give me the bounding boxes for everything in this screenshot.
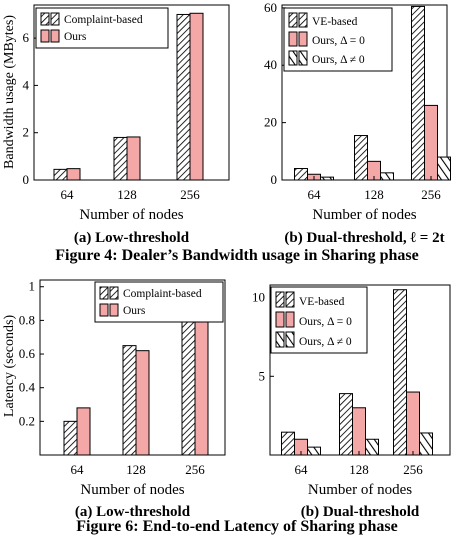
chart-3-legend-label: Ours	[123, 305, 146, 317]
chart-4-bar-crosshatch-256	[419, 432, 433, 456]
chart-4-bar-hatch-128	[339, 393, 353, 456]
chart-1-bar-hatch-256	[176, 13, 191, 181]
figure-6-caption: Figure 6: End-to-end Latency of Sharing …	[76, 518, 398, 535]
chart-2-bar-hatch-256	[411, 5, 425, 181]
chart-3-xtick-label: 128	[126, 462, 146, 477]
chart-2-legend-swatch-crosshatch	[288, 50, 298, 66]
chart-4-legend-swatch-hatch	[275, 291, 285, 308]
chart-1-ytick-label: 4	[23, 77, 30, 92]
chart-4-ytick-label: 5	[259, 368, 266, 383]
chart-1-ylabel: Bandwidth usage (MBytes)	[2, 15, 17, 169]
chart-4-xtick-label: 256	[403, 462, 423, 477]
chart-2-legend-swatch-hatch	[288, 12, 298, 28]
chart-2-legend-label: Ours, Δ = 0	[312, 35, 365, 47]
chart-4-ytick-label: 10	[252, 290, 265, 305]
chart-2-ytick-label: 40	[264, 57, 277, 72]
chart-3-ytick-label: 0.8	[19, 312, 35, 327]
chart-1-xlabel: Number of nodes	[79, 207, 183, 223]
chart-4-bar-hatch-64	[281, 431, 295, 456]
chart-4-xlabel: Number of nodes	[308, 482, 412, 498]
chart-3-bar-hatch-128	[122, 345, 137, 456]
chart-3-xtick-label: 256	[185, 462, 205, 477]
chart-2-xtick-label: 64	[308, 187, 322, 202]
chart-3-bar-pink-256	[194, 304, 209, 456]
chart-3-legend-swatch-hatch	[99, 286, 109, 300]
chart-4-xtick-label: 64	[295, 462, 309, 477]
chart-3-xtick-label: 64	[71, 462, 85, 477]
chart-1-legend-label: Ours	[64, 31, 87, 43]
chart-2-xtick-label: 128	[364, 187, 384, 202]
chart-2-ytick-label: 0	[271, 172, 278, 187]
chart-1-legend-swatch-pink	[40, 29, 50, 43]
chart-3-bar-pink-128	[135, 350, 150, 456]
chart-1-xtick-label: 256	[180, 187, 200, 202]
chart-1-xtick-label: 128	[117, 187, 137, 202]
chart-3-ytick-label: 0.4	[19, 380, 36, 395]
chart-1-legend-swatch-pink	[50, 29, 60, 43]
chart-2-ytick-label: 60	[264, 0, 277, 15]
chart-4-legend-swatch-crosshatch	[275, 331, 285, 348]
chart-4-legend-label: Ours, Δ = 0	[299, 316, 352, 328]
chart-3-legend-swatch-pink	[109, 303, 119, 317]
chart-3-ytick-label: 0.2	[19, 413, 35, 428]
chart-4-bar-crosshatch-64	[307, 446, 321, 456]
chart-1-ytick-label: 6	[23, 30, 30, 45]
chart-4-bar-crosshatch-128	[365, 438, 379, 456]
chart-4-legend-label: VE-based	[299, 296, 345, 308]
chart-3-bar-hatch-64	[63, 420, 78, 456]
chart-1-legend-swatch-hatch	[40, 12, 50, 26]
chart-3-ytick-label: 1	[29, 279, 36, 294]
chart-4-bar-pink-256	[406, 391, 420, 456]
chart-2-bar-pink-256	[424, 104, 438, 181]
chart-1-xtick-label: 64	[61, 187, 75, 202]
chart-1-bar-pink-256	[189, 12, 204, 181]
chart-2-title: (b) Dual-threshold, ℓ = 2t	[284, 230, 444, 246]
chart-4-legend-swatch-hatch	[285, 291, 295, 308]
figure-4-caption: Figure 4: Dealer’s Bandwidth usage in Sh…	[55, 247, 419, 264]
chart-2-legend-label: Ours, Δ ≠ 0	[312, 54, 365, 66]
chart-1-legend-label: Complaint-based	[64, 14, 143, 26]
chart-2-bar-crosshatch-64	[320, 176, 334, 181]
chart-1-legend-swatch-hatch	[50, 12, 60, 26]
chart-2-ytick-label: 20	[264, 115, 277, 130]
chart-4-legend-label: Ours, Δ ≠ 0	[299, 336, 352, 348]
chart-1-bar-pink-128	[126, 136, 141, 181]
chart-1-bar-hatch-128	[113, 136, 128, 181]
chart-3-title: (a) Low-threshold	[75, 504, 191, 520]
chart-2-bar-crosshatch-256	[437, 156, 451, 181]
chart-1-ytick-label: 2	[23, 125, 30, 140]
chart-2-xlabel: Number of nodes	[312, 207, 416, 223]
chart-3-legend-swatch-pink	[99, 303, 109, 317]
chart-1-ytick-label: 0	[23, 172, 30, 187]
chart-3-ylabel: Latency (seconds)	[2, 315, 17, 418]
chart-2-xtick-label: 256	[421, 187, 441, 202]
chart-4-legend-swatch-pink	[285, 311, 295, 328]
chart-3-xlabel: Number of nodes	[80, 482, 184, 498]
chart-4-bar-pink-128	[352, 407, 366, 456]
chart-2-legend-swatch-pink	[288, 31, 298, 47]
chart-2-legend-swatch-pink	[298, 31, 308, 47]
chart-4-legend-swatch-crosshatch	[285, 331, 295, 348]
chart-1-title: (a) Low-threshold	[74, 230, 190, 246]
chart-1-bar-hatch-64	[53, 168, 68, 181]
chart-3-bar-pink-64	[76, 407, 91, 456]
chart-2-legend-label: VE-based	[312, 16, 358, 28]
chart-3-legend-swatch-hatch	[109, 286, 119, 300]
chart-4-title: (b) Dual-threshold	[301, 504, 420, 520]
chart-3-legend-label: Complaint-based	[123, 288, 202, 300]
chart-2-bar-hatch-128	[354, 135, 368, 181]
chart-1-bar-pink-64	[66, 168, 81, 181]
chart-4-bar-hatch-256	[393, 289, 407, 456]
chart-4-legend-swatch-pink	[275, 311, 285, 328]
chart-2-legend-swatch-crosshatch	[298, 50, 308, 66]
chart-4-xtick-label: 128	[349, 462, 369, 477]
chart-2-bar-crosshatch-128	[380, 172, 394, 181]
chart-3-ytick-label: 0.6	[19, 346, 36, 361]
chart-2-bar-hatch-64	[294, 168, 308, 181]
chart-2-legend-swatch-hatch	[298, 12, 308, 28]
